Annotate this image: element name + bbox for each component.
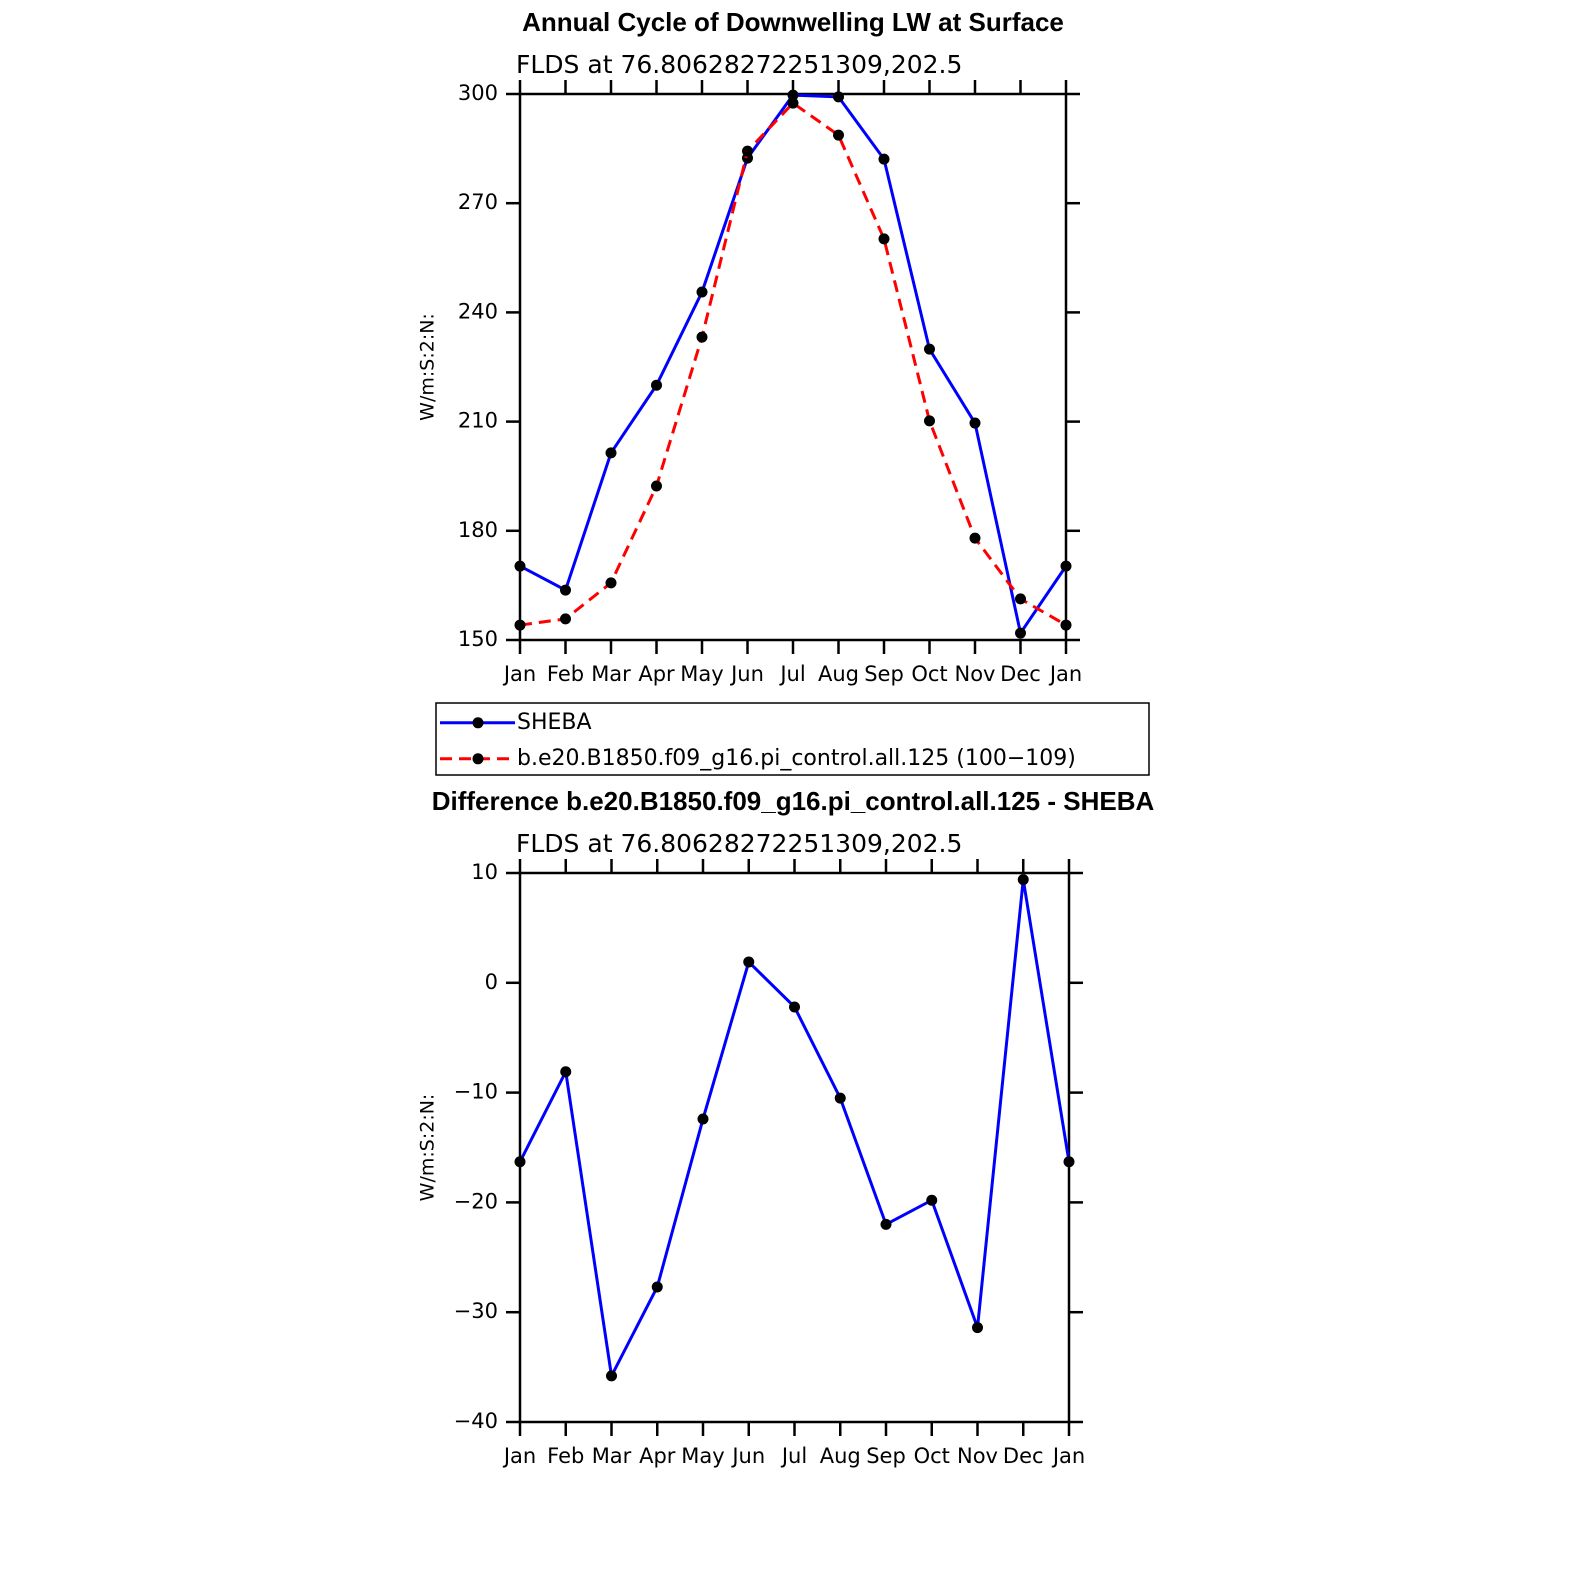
data-point [787, 97, 799, 109]
y-tick-label: 240 [458, 299, 498, 323]
legend-marker [472, 717, 484, 729]
x-tick-label: Jul [780, 1444, 807, 1468]
x-tick-label: Dec [1000, 662, 1041, 686]
plot-frame [518, 92, 1068, 642]
x-tick-label: Dec [1003, 1444, 1044, 1468]
legend-label: b.e20.B1850.f09_g16.pi_control.all.125 (… [517, 746, 1076, 771]
data-point [834, 1092, 846, 1104]
x-tick-label: May [680, 662, 723, 686]
y-tick-label: 300 [458, 81, 498, 105]
chart-title: Difference b.e20.B1850.f09_g16.pi_contro… [432, 786, 1155, 816]
legend-label: SHEBA [517, 710, 592, 735]
data-point [606, 1370, 617, 1382]
data-point [651, 480, 662, 492]
data-point [972, 1322, 983, 1334]
x-tick-label: Oct [914, 1444, 950, 1468]
y-tick-label: 180 [458, 518, 498, 542]
data-point [833, 91, 844, 103]
x-tick-label: Jun [730, 1444, 765, 1468]
x-tick-label: Apr [638, 662, 675, 686]
legend-marker [472, 753, 484, 765]
data-point [696, 286, 708, 298]
chart-subtitle: FLDS at 76.80628272251309,202.5 [516, 50, 962, 79]
x-tick-label: Feb [547, 662, 584, 686]
data-point [926, 1194, 938, 1206]
x-tick-label: Jan [1048, 662, 1082, 686]
x-tick-label: Jan [502, 662, 536, 686]
series-line [518, 879, 1071, 1381]
y-tick-label: −20 [454, 1189, 498, 1213]
y-tick-label: −30 [454, 1299, 498, 1323]
data-point [697, 1113, 709, 1125]
data-point [743, 956, 755, 968]
data-point [878, 153, 890, 165]
data-point [514, 1156, 526, 1168]
x-tick-label: May [681, 1444, 724, 1468]
y-tick-label: −10 [454, 1080, 498, 1104]
y-tick-label: 150 [458, 627, 498, 651]
x-tick-label: Sep [866, 1444, 906, 1468]
y-tick-label: 270 [458, 190, 498, 214]
x-tick-label: Jan [502, 1444, 536, 1468]
x-tick-label: Oct [911, 662, 947, 686]
x-tick-label: Aug [818, 662, 859, 686]
data-point [605, 447, 617, 459]
x-tick-label: Mar [592, 1444, 632, 1468]
data-point [924, 415, 935, 427]
data-point [1015, 627, 1026, 639]
x-tick-label: Aug [820, 1444, 861, 1468]
data-point [787, 89, 799, 101]
data-point [880, 1218, 892, 1230]
data-point [924, 343, 935, 355]
data-point [651, 1281, 663, 1293]
series-line [519, 101, 1067, 627]
y-tick-label: −40 [454, 1409, 498, 1433]
data-point [969, 417, 981, 429]
x-tick-label: Feb [547, 1444, 584, 1468]
data-point [1060, 560, 1072, 572]
data-point [1017, 874, 1029, 886]
data-point [1063, 1156, 1075, 1168]
data-point [878, 233, 890, 245]
data-point [742, 145, 753, 157]
data-point [969, 532, 981, 544]
x-tick-label: Mar [591, 662, 631, 686]
chart-title: Annual Cycle of Downwelling LW at Surfac… [522, 7, 1064, 37]
x-tick-label: Jun [729, 662, 764, 686]
legend-box [435, 702, 1150, 776]
data-point [1015, 593, 1026, 605]
y-axis-label: W/m:S:2:N: [417, 313, 439, 421]
data-point [651, 379, 662, 391]
data-point [514, 619, 526, 631]
x-tick-label: Nov [957, 1444, 998, 1468]
data-point [696, 331, 708, 343]
data-point [560, 584, 571, 596]
x-tick-label: Jan [1051, 1444, 1085, 1468]
x-tick-label: Jul [778, 662, 805, 686]
plot-frame [518, 871, 1071, 1424]
data-point [789, 1001, 800, 1013]
y-tick-label: 210 [458, 409, 498, 433]
y-tick-label: 10 [471, 860, 498, 884]
data-point [560, 1066, 572, 1078]
y-tick-label: 0 [485, 970, 498, 994]
data-point [833, 129, 844, 141]
x-tick-label: Nov [955, 662, 996, 686]
data-point [560, 613, 571, 625]
data-point [514, 560, 526, 572]
x-tick-label: Sep [864, 662, 904, 686]
data-point [1060, 619, 1072, 631]
x-tick-label: Apr [639, 1444, 676, 1468]
y-axis-label: W/m:S:2:N: [417, 1094, 439, 1202]
data-point [605, 577, 617, 589]
chart-subtitle: FLDS at 76.80628272251309,202.5 [516, 829, 962, 858]
